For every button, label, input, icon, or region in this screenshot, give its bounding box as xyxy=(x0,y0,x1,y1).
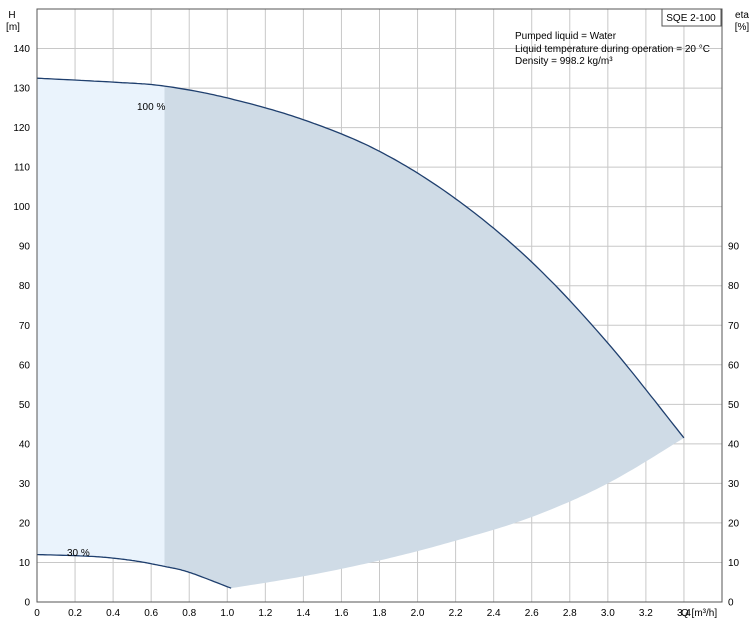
x-tick-label: 1.8 xyxy=(373,608,387,619)
y-right-tick-label: 90 xyxy=(728,242,740,253)
area-dark xyxy=(164,86,684,589)
title-badge xyxy=(661,8,722,27)
x-tick-label: 0.6 xyxy=(144,608,158,619)
y-right-axis-unit: [%] xyxy=(735,22,750,33)
chart-title: SQE 2-100 xyxy=(666,13,716,24)
x-tick-label: 1.4 xyxy=(296,608,310,619)
x-tick-label: 2.6 xyxy=(525,608,539,619)
y-left-tick-label: 100 xyxy=(13,202,30,213)
y-left-tick-label: 10 xyxy=(19,558,31,569)
x-tick-label: 1.2 xyxy=(258,608,272,619)
operating-areas xyxy=(37,78,684,589)
y-left-tick-label: 20 xyxy=(19,518,31,529)
series-label-30: 30 % xyxy=(67,548,90,559)
x-tick-labels: 0 0.2 0.4 0.6 0.8 1.0 1.2 1.4 1.6 1.8 2.0 2.2 2.4 2.6… xyxy=(34,608,691,619)
y-left-tick-label: 130 xyxy=(13,84,30,95)
y-right-tick-label: 60 xyxy=(728,360,740,371)
y-left-tick-label: 30 xyxy=(19,479,31,490)
y-left-axis-name: H xyxy=(8,10,15,21)
x-tick-label: 0.8 xyxy=(182,608,196,619)
series-label-100: 100 % xyxy=(137,102,165,113)
y-left-tick-label: 40 xyxy=(19,439,31,450)
y-right-tick-label: 30 xyxy=(728,479,740,490)
note-temperature: Liquid temperature during operation = 20… xyxy=(515,44,710,55)
y-left-tick-label: 60 xyxy=(19,360,31,371)
y-left-tick-label: 50 xyxy=(19,400,31,411)
y-right-tick-label: 20 xyxy=(728,518,740,529)
y-right-tick-label: 0 xyxy=(728,598,734,609)
series-line-30 xyxy=(37,553,232,589)
series-line-100 xyxy=(36,77,685,439)
x-tick-label: 0 xyxy=(34,608,40,619)
note-liquid: Pumped liquid = Water xyxy=(515,31,617,42)
y-left-tick-label: 70 xyxy=(19,321,31,332)
y-right-tick-label: 80 xyxy=(728,281,740,292)
y-left-tick-labels: 0 10 20 30 40 50 60 70 80 90 100 110 120 130 140 xyxy=(13,44,30,608)
x-tick-label: 2.8 xyxy=(563,608,577,619)
curves xyxy=(36,77,685,589)
y-left-tick-label: 120 xyxy=(13,123,30,134)
x-tick-label: 2.0 xyxy=(411,608,425,619)
y-right-axis-name: eta xyxy=(735,10,749,21)
x-tick-label: 0.4 xyxy=(106,608,120,619)
y-left-tick-label: 110 xyxy=(14,163,30,174)
plot-border xyxy=(36,8,723,603)
x-tick-label: 1.6 xyxy=(334,608,348,619)
y-right-tick-label: 10 xyxy=(728,558,740,569)
x-tick-label: 3.0 xyxy=(601,608,615,619)
x-tick-label: 1.0 xyxy=(220,608,234,619)
y-right-tick-labels: 0 10 20 30 40 50 60 70 80 90 xyxy=(728,242,740,609)
area-light xyxy=(37,78,165,567)
y-right-tick-label: 40 xyxy=(728,439,740,450)
x-tick-label: 3.4 xyxy=(677,608,691,619)
y-left-axis-unit: [m] xyxy=(6,22,20,33)
y-right-tick-label: 50 xyxy=(728,400,740,411)
plot-frame xyxy=(36,8,723,603)
x-tick-label: 2.2 xyxy=(449,608,463,619)
x-tick-label: 3.2 xyxy=(639,608,653,619)
note-density: Density = 998.2 kg/m³ xyxy=(515,56,613,67)
y-left-tick-label: 90 xyxy=(19,242,31,253)
y-left-tick-label: 0 xyxy=(24,598,30,609)
x-axis-label: Q [m³/h] xyxy=(681,608,717,619)
x-tick-label: 2.4 xyxy=(487,608,501,619)
y-right-tick-label: 70 xyxy=(728,321,740,332)
y-left-tick-label: 80 xyxy=(19,281,31,292)
x-tick-label: 0.2 xyxy=(68,608,82,619)
y-left-tick-label: 140 xyxy=(13,44,30,55)
